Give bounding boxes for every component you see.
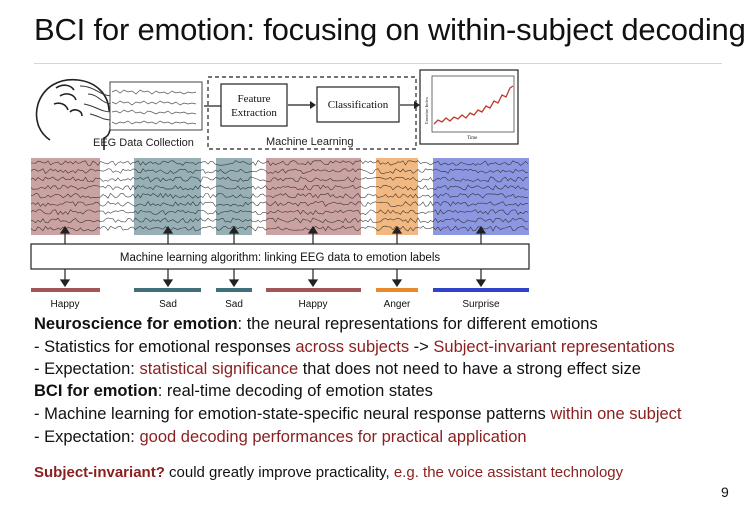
ml-algorithm-label: Machine learning algorithm: linking EEG … [120, 252, 441, 264]
feature-label-line1: Feature [238, 93, 271, 105]
eeg-channel-trace [30, 176, 529, 183]
bci-heading-line: BCI for emotion: real-time decoding of e… [34, 382, 433, 401]
bci-description: : real-time decoding of emotion states [157, 382, 433, 400]
ml-line: - Machine learning for emotion-state-spe… [34, 405, 682, 424]
emotion-index-line [433, 85, 514, 125]
label-bar-sad-1 [134, 288, 201, 292]
arrow-head [414, 101, 420, 109]
label-bar-anger [376, 288, 418, 292]
classification-label: Classification [328, 99, 389, 111]
subject-invariant-note: Subject-invariant? could greatly improve… [34, 464, 623, 481]
emotion-label-surprise: Surprise [462, 299, 500, 310]
ml-text: - Machine learning for emotion-state-spe… [34, 405, 551, 423]
voice-assistant-highlight: e.g. the voice assistant technology [393, 464, 624, 481]
within-subject-highlight: within one subject [550, 405, 682, 423]
practicality-text: could greatly improve practicality, [164, 464, 394, 481]
up-arrows [59, 225, 487, 244]
neuroscience-heading-line: Neuroscience for emotion: the neural rep… [34, 315, 598, 334]
eeg-channel-trace [30, 184, 529, 191]
plot-xlabel: Time [467, 136, 478, 141]
eeg-signal-traces [111, 89, 197, 125]
eeg-channel-trace [30, 192, 529, 199]
neuroscience-description: : the neural representations for differe… [237, 315, 598, 333]
eeg-channel-trace [30, 200, 529, 207]
decoding-performance-highlight: good decoding performances for practical… [139, 428, 527, 446]
eeg-channel-trace [30, 217, 529, 224]
emotion-label-anger: Anger [384, 299, 411, 310]
emotion-label-sad-2: Sad [225, 299, 243, 310]
eeg-channel-traces [30, 160, 529, 232]
emotion-label-happy-1: Happy [51, 299, 80, 310]
eeg-channel-trace [30, 168, 529, 175]
down-arrows [59, 269, 487, 288]
expectation-label: - Expectation: [34, 360, 140, 378]
eeg-wires [79, 85, 113, 121]
arrow-text: -> [409, 338, 434, 356]
effect-size-text: that does not need to have a strong effe… [298, 360, 641, 378]
statistical-significance-highlight: statistical significance [139, 360, 299, 378]
classification-box [316, 86, 400, 123]
emotion-label-texts: Happy Sad Sad Happy Anger Surprise [51, 299, 501, 310]
bci-pipeline-figure: EEG Data Collection Feature Extraction C… [30, 69, 530, 310]
across-subjects-highlight: across subjects [295, 338, 410, 356]
statistics-text: - Statistics for emotional responses [34, 338, 296, 356]
plot-ylabel: Emotion Index [424, 96, 429, 124]
emotion-label-sad-1: Sad [159, 299, 177, 310]
eeg-channel-trace [31, 160, 529, 167]
page-number: 9 [721, 484, 729, 500]
label-bar-sad-2 [216, 288, 252, 292]
ml-algorithm-box [30, 243, 530, 270]
emotion-label-bars [31, 288, 529, 292]
label-bar-surprise [433, 288, 529, 292]
arrow-head [310, 101, 316, 109]
statistics-line: - Statistics for emotional responses acr… [34, 338, 675, 357]
expectation-label-2: - Expectation: [34, 428, 140, 446]
emotion-plot-frame [419, 69, 519, 145]
emotion-label-happy-2: Happy [299, 299, 328, 310]
expectation-line-2: - Expectation: good decoding performance… [34, 428, 527, 447]
label-bar-happy-1 [31, 288, 100, 292]
slide-title: BCI for emotion: focusing on within-subj… [34, 12, 746, 47]
neuroscience-heading: Neuroscience for emotion [34, 315, 238, 333]
subject-invariant-highlight: Subject-invariant representations [433, 338, 675, 356]
plot-axes [431, 75, 515, 133]
title-divider [34, 63, 722, 64]
expectation-line-1: - Expectation: statistical significance … [34, 360, 641, 379]
feature-label-line2: Extraction [231, 107, 277, 119]
subject-invariant-question: Subject-invariant? [34, 464, 165, 481]
eeg-channel-trace [30, 209, 529, 216]
label-bar-happy-2 [266, 288, 361, 292]
ml-caption: Machine Learning [266, 136, 353, 148]
eeg-caption: EEG Data Collection [93, 137, 194, 149]
bci-heading: BCI for emotion [34, 382, 158, 400]
feature-extraction-box [220, 83, 288, 127]
eeg-channel-trace [30, 225, 528, 232]
